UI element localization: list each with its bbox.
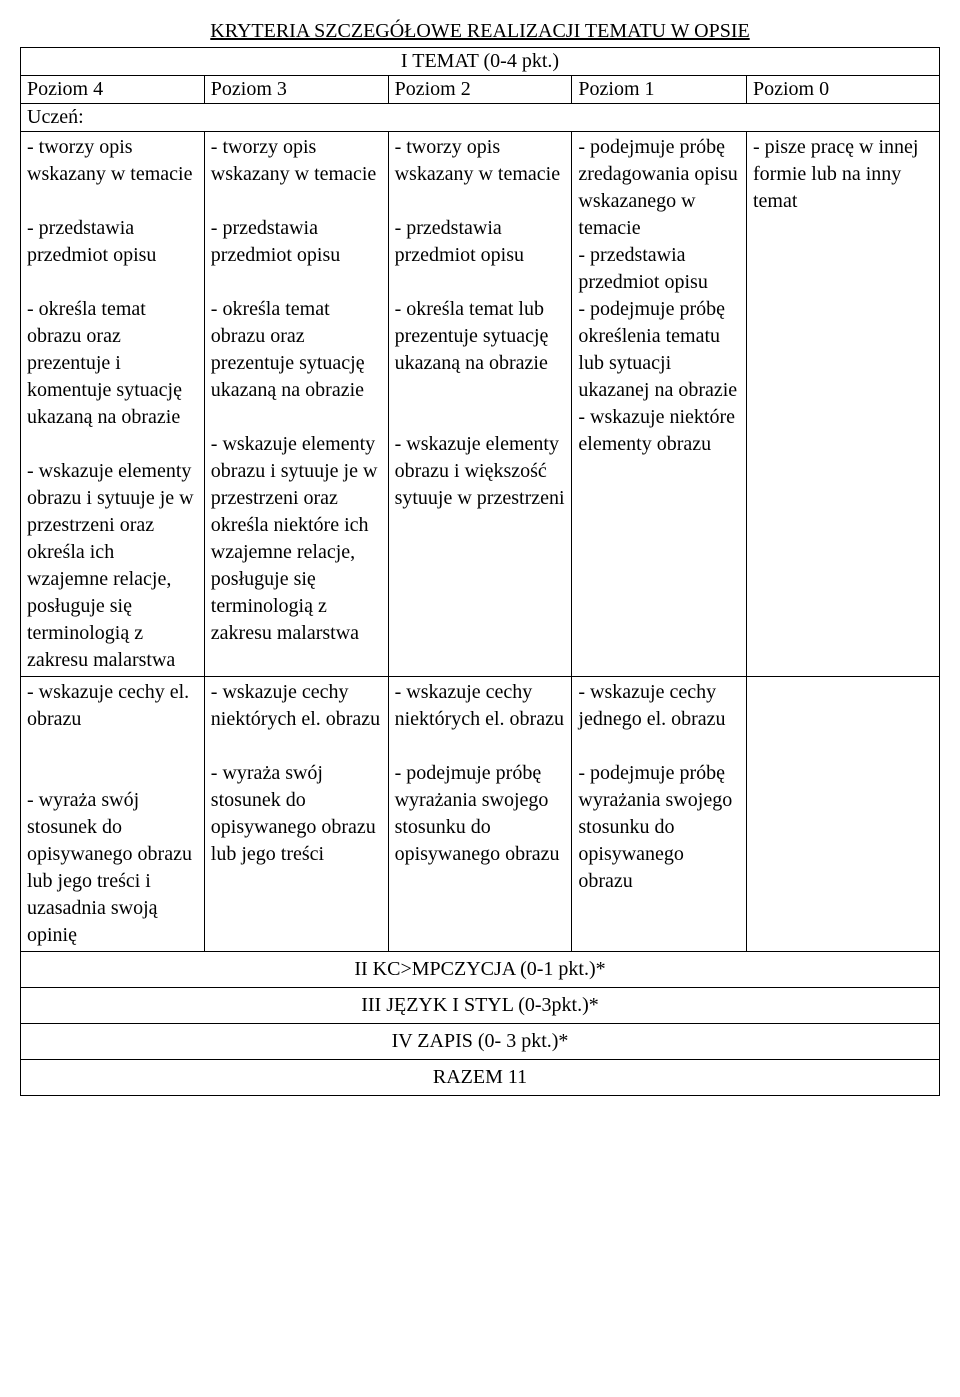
row-label: Uczeń: — [21, 104, 940, 132]
section-2-heading: II KC>MPCZYCJA (0-1 pkt.)* — [21, 952, 940, 988]
col-header-4: Poziom 0 — [747, 76, 940, 104]
col-header-1: Poziom 3 — [204, 76, 388, 104]
section-3-heading: III JĘZYK I STYL (0-3pkt.)* — [21, 988, 940, 1024]
section-1-heading: I TEMAT (0-4 pkt.) — [21, 48, 940, 76]
row2-col3: - wskazuje cechy jednego el. obrazu - po… — [572, 677, 747, 952]
row1-col0: - tworzy opis wskazany w temacie - przed… — [21, 132, 205, 677]
row1-col3: - podejmuje próbę zredagowania opisu wsk… — [572, 132, 747, 677]
row1-col1: - tworzy opis wskazany w temacie - przed… — [204, 132, 388, 677]
section-4-heading: IV ZAPIS (0- 3 pkt.)* — [21, 1024, 940, 1060]
col-header-0: Poziom 4 — [21, 76, 205, 104]
col-header-3: Poziom 1 — [572, 76, 747, 104]
page-title: KRYTERIA SZCZEGÓŁOWE REALIZACJI TEMATU W… — [20, 20, 940, 43]
col-header-2: Poziom 2 — [388, 76, 572, 104]
total-row: RAZEM 11 — [21, 1060, 940, 1096]
row2-col0: - wskazuje cechy el. obrazu - wyraża swó… — [21, 677, 205, 952]
row1-col4: - pisze pracę w innej formie lub na inny… — [747, 132, 940, 677]
row2-col1: - wskazuje cechy niektórych el. obrazu -… — [204, 677, 388, 952]
row1-col2: - tworzy opis wskazany w temacie - przed… — [388, 132, 572, 677]
criteria-table: I TEMAT (0-4 pkt.) Poziom 4 Poziom 3 Poz… — [20, 47, 940, 1096]
row2-col4 — [747, 677, 940, 952]
row2-col2: - wskazuje cechy niektórych el. obrazu -… — [388, 677, 572, 952]
